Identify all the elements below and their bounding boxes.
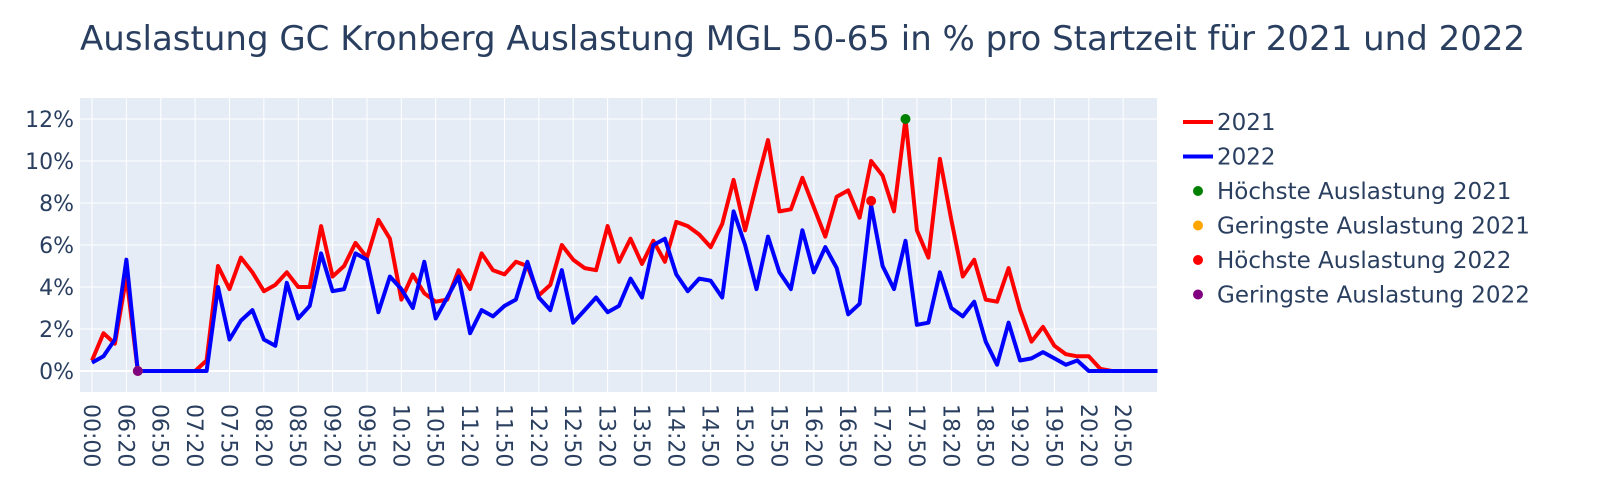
legend-label: Höchste Auslastung 2022	[1217, 248, 1511, 274]
legend-item[interactable]: Höchste Auslastung 2022	[1193, 248, 1511, 274]
marker-point	[900, 114, 911, 124]
legend-dot-swatch	[1193, 220, 1203, 231]
x-tick-label: 12:20	[525, 404, 550, 467]
legend-dot-swatch	[1193, 255, 1203, 265]
legend-label: Geringste Auslastung 2022	[1217, 283, 1530, 309]
x-tick-label: 20:50	[1109, 404, 1134, 467]
y-tick-label: 12%	[25, 108, 74, 133]
series-lines	[90, 117, 1158, 373]
x-tick-label: 06:50	[147, 404, 172, 467]
legend-label: 2022	[1217, 145, 1276, 171]
x-tick-label: 08:50	[284, 404, 309, 467]
x-tick-label: 18:20	[937, 404, 962, 467]
x-axis-ticks: 00:00 06:20 06:50 07:20 07:50 08:20 08:50 09:20…	[78, 404, 1134, 467]
marker-point	[866, 195, 877, 206]
y-tick-label: 4%	[39, 276, 74, 301]
legend: 2021 2022 Höchste Auslastung 2021 Geringste…	[1183, 110, 1530, 309]
x-tick-label: 14:20	[662, 404, 687, 467]
y-tick-label: 6%	[39, 234, 74, 259]
x-tick-label: 10:50	[422, 404, 447, 467]
legend-label: 2021	[1217, 110, 1276, 136]
y-axis-ticks: 0% 2% 4% 6% 8% 10% 12%	[25, 108, 74, 385]
x-tick-label: 08:20	[250, 404, 275, 467]
x-tick-label: 13:50	[628, 404, 653, 467]
legend-label: Höchste Auslastung 2021	[1217, 179, 1511, 205]
marker-point	[132, 366, 143, 376]
legend-dot-swatch	[1193, 289, 1203, 300]
legend-item[interactable]: Geringste Auslastung 2022	[1193, 283, 1530, 309]
x-tick-label: 09:20	[319, 404, 344, 467]
x-tick-label: 12:50	[559, 404, 584, 467]
marker-points	[132, 114, 911, 376]
x-tick-label: 13:20	[594, 404, 619, 467]
y-tick-label: 10%	[25, 150, 74, 175]
x-tick-label: 19:50	[1040, 404, 1065, 467]
x-tick-label: 07:20	[181, 404, 206, 467]
legend-item[interactable]: 2022	[1183, 145, 1276, 171]
x-tick-label: 11:50	[490, 404, 515, 467]
x-tick-label: 17:20	[869, 404, 894, 467]
x-tick-label: 09:50	[353, 404, 378, 467]
y-tick-label: 8%	[39, 192, 74, 217]
chart-title: Auslastung GC Kronberg Auslastung MGL 50…	[80, 19, 1525, 59]
x-tick-label: 18:50	[972, 404, 997, 467]
legend-item[interactable]: 2021	[1183, 110, 1276, 136]
series-line-2022	[91, 203, 1158, 373]
x-tick-label: 20:20	[1075, 404, 1100, 467]
x-tick-label: 16:20	[800, 404, 825, 467]
y-tick-label: 2%	[39, 318, 74, 343]
x-tick-label: 15:50	[765, 404, 790, 467]
y-tick-label: 0%	[39, 360, 74, 385]
x-tick-label: 14:50	[697, 404, 722, 467]
legend-item[interactable]: Geringste Auslastung 2021	[1193, 214, 1530, 240]
series-line-2021	[90, 117, 1158, 373]
legend-label: Geringste Auslastung 2021	[1217, 214, 1530, 240]
legend-dot-swatch	[1193, 186, 1203, 196]
x-tick-label: 15:20	[731, 404, 756, 467]
x-tick-label: 11:20	[456, 404, 481, 467]
x-tick-label: 10:20	[387, 404, 412, 467]
x-tick-label: 16:50	[834, 404, 859, 467]
x-tick-label: 19:20	[1006, 404, 1031, 467]
x-tick-label: 07:50	[215, 404, 240, 467]
x-tick-label: 00:00	[78, 404, 103, 467]
legend-item[interactable]: Höchste Auslastung 2021	[1193, 179, 1511, 205]
x-tick-label: 06:20	[112, 404, 137, 467]
x-tick-label: 17:50	[903, 404, 928, 467]
